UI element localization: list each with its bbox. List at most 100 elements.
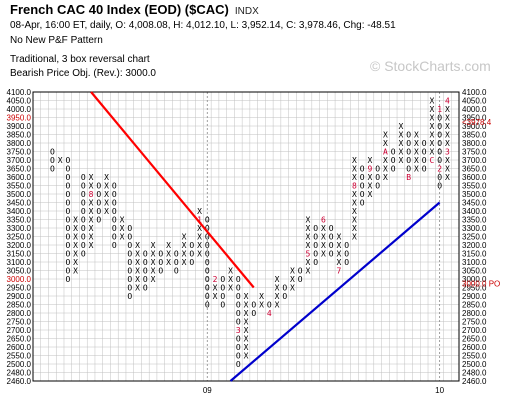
pf-o-mark: O (65, 275, 70, 284)
pf-x-mark: X (414, 131, 419, 140)
pf-x-mark: X (445, 131, 450, 140)
pf-o-mark: O (360, 182, 365, 191)
pf-month-marker: 9 (368, 165, 373, 174)
pf-o-mark: O (360, 165, 365, 174)
pf-x-mark: X (445, 165, 450, 174)
pf-o-mark: O (220, 301, 225, 310)
y-axis-left: 4100.04050.04000.03950.03900.03850.03800… (7, 88, 32, 386)
pf-o-mark: O (375, 182, 380, 191)
trendlines (90, 91, 441, 382)
pf-x-mark: X (244, 335, 249, 344)
pf-o-mark: O (50, 156, 55, 165)
pf-o-mark: O (65, 182, 70, 191)
pf-o-mark: O (158, 258, 163, 267)
y-tick-label-right: 2460.0 (462, 377, 487, 386)
pf-x-mark: X (383, 156, 388, 165)
pf-x-mark: X (244, 318, 249, 327)
y-tick-label-left: 2600.0 (7, 343, 32, 352)
pf-o-mark: O (112, 190, 117, 199)
pf-x-mark: X (352, 190, 357, 199)
y-tick-label-left: 3350.0 (7, 216, 32, 225)
pf-o-mark: O (236, 360, 241, 369)
pf-o-mark: O (406, 165, 411, 174)
pf-x-mark: X (414, 165, 419, 174)
pf-columns: OOOXOOOOOOOOOOOOOOOXXXXXXXOOOOOOOOOOXXXX… (50, 97, 450, 370)
watermark: © StockCharts.com (370, 58, 491, 74)
y-tick-label-right: 2650.0 (462, 335, 487, 344)
pf-x-mark: X (429, 148, 434, 157)
pf-o-mark: O (205, 216, 210, 225)
pf-month-marker: A (383, 148, 388, 157)
pf-o-mark: O (65, 258, 70, 267)
pf-x-mark: X (275, 301, 280, 310)
pf-x-mark: X (414, 139, 419, 148)
pf-o-mark: O (50, 148, 55, 157)
pf-o-mark: O (236, 301, 241, 310)
pf-month-marker: 4 (445, 97, 450, 106)
pf-x-mark: X (244, 309, 249, 318)
y-tick-label-right: 3350.0 (462, 216, 487, 225)
y-tick-label-left: 2800.0 (7, 309, 32, 318)
y-tick-label-left: 3200.0 (7, 241, 32, 250)
pf-o-mark: O (112, 216, 117, 225)
pf-o-mark: O (112, 207, 117, 216)
pf-x-mark: X (89, 182, 94, 191)
pf-o-mark: O (143, 284, 148, 293)
pf-o-mark: O (437, 122, 442, 131)
pf-x-mark: X (89, 199, 94, 208)
pf-x-mark: X (213, 284, 218, 293)
y-tick-label-right: 3700.0 (462, 156, 487, 165)
pf-o-mark: O (81, 233, 86, 242)
pf-o-mark: O (158, 267, 163, 276)
pf-month-marker: B (406, 173, 411, 182)
pf-o-mark: O (174, 250, 179, 259)
pf-x-mark: X (352, 199, 357, 208)
pf-o-mark: O (282, 292, 287, 301)
pf-x-mark: X (244, 301, 249, 310)
pf-o-mark: O (282, 284, 287, 293)
pf-o-mark: O (422, 165, 427, 174)
pf-x-mark: X (151, 275, 156, 284)
pf-x-mark: X (104, 173, 109, 182)
pf-o-mark: O (174, 267, 179, 276)
pf-o-mark: O (143, 250, 148, 259)
y-tick-label-right: 2950.0 (462, 284, 487, 293)
pf-x-mark: X (89, 224, 94, 233)
y-tick-label-right: 4050.0 (462, 97, 487, 106)
pf-o-mark: O (329, 241, 334, 250)
y-tick-label-left: 3550.0 (7, 182, 32, 191)
x-axis: 09 10 (203, 386, 445, 395)
pf-o-mark: O (81, 190, 86, 199)
pf-o-mark: O (81, 182, 86, 191)
pf-o-mark: O (329, 233, 334, 242)
y-tick-label-right: 3250.0 (462, 233, 487, 242)
pf-o-mark: O (344, 258, 349, 267)
pf-x-mark: X (166, 258, 171, 267)
pf-x-mark: X (228, 275, 233, 284)
pf-x-mark: X (398, 148, 403, 157)
pf-x-mark: X (89, 241, 94, 250)
pf-o-mark: O (375, 165, 380, 174)
y-tick-label-left: 4050.0 (7, 97, 32, 106)
chart-type-line: Traditional, 3 box reversal chart (10, 54, 150, 65)
pf-x-mark: X (244, 352, 249, 361)
pf-o-mark: O (205, 233, 210, 242)
pf-x-mark: X (429, 122, 434, 131)
pf-o-mark: O (437, 131, 442, 140)
pf-x-mark: X (197, 250, 202, 259)
pf-o-mark: O (65, 173, 70, 182)
pf-x-mark: X (337, 250, 342, 259)
pf-o-mark: O (329, 250, 334, 259)
pf-x-mark: X (429, 114, 434, 123)
pf-x-mark: X (244, 292, 249, 301)
pf-o-mark: O (112, 199, 117, 208)
pf-o-mark: O (205, 250, 210, 259)
y-tick-label-right: 3500.0 (462, 190, 487, 199)
y-tick-label-right: 2850.0 (462, 301, 487, 310)
pf-o-mark: O (81, 199, 86, 208)
pf-x-mark: X (398, 131, 403, 140)
pf-o-mark: O (112, 224, 117, 233)
pf-o-mark: O (65, 233, 70, 242)
pf-x-mark: X (445, 156, 450, 165)
pf-o-mark: O (205, 292, 210, 301)
